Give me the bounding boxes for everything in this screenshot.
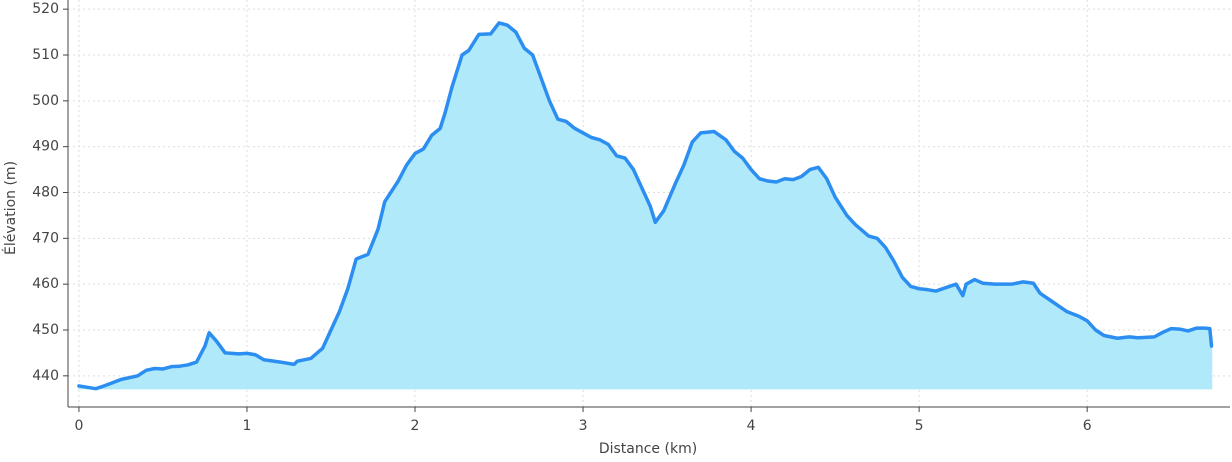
y-tick-label: 520 [32, 1, 59, 17]
y-tick-label: 490 [32, 139, 59, 155]
area [78, 22, 1213, 390]
y-tick-label: 510 [32, 47, 59, 63]
y-tick-label: 440 [32, 368, 59, 384]
x-axis-label: Distance (km) [599, 441, 697, 457]
x-tick-label: 2 [411, 418, 420, 434]
y-tick-label: 450 [32, 322, 59, 338]
x-tick-label: 1 [243, 418, 252, 434]
y-tick-label: 500 [32, 93, 59, 109]
line [77, 21, 1214, 391]
x-tick-label: 4 [747, 418, 756, 434]
x-tick-label: 5 [915, 418, 924, 434]
x-tick-label: 0 [74, 418, 83, 434]
x-tick-label: 6 [1083, 418, 1092, 434]
y-tick-label: 470 [32, 230, 59, 246]
y-tick-label: 480 [32, 185, 59, 201]
x-tick-label: 3 [579, 418, 588, 434]
y-tick-label: 460 [32, 276, 59, 292]
y-axis-label: Élévation (m) [2, 161, 19, 255]
